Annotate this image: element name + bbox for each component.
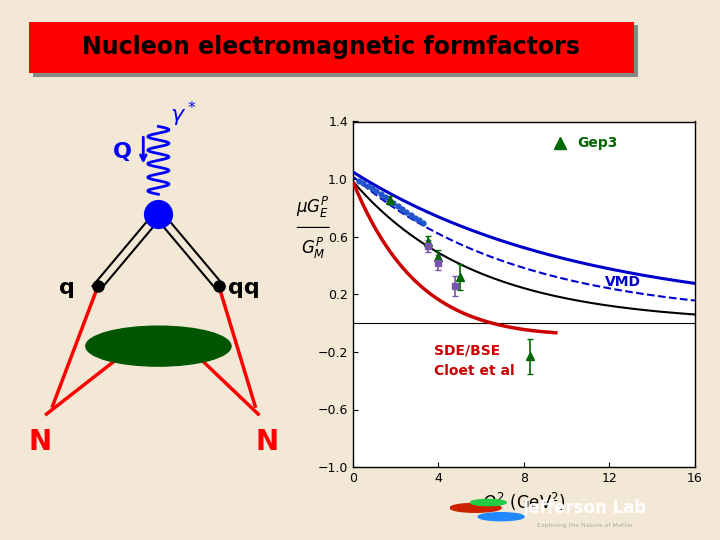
Text: Exploring the Nature of Matter: Exploring the Nature of Matter	[537, 523, 634, 528]
Text: ────: ────	[297, 221, 330, 235]
Text: $\mu G_E^P$: $\mu G_E^P$	[296, 195, 330, 220]
Text: Cloet et al: Cloet et al	[434, 364, 515, 378]
Circle shape	[470, 500, 506, 505]
Ellipse shape	[86, 326, 231, 366]
Circle shape	[478, 512, 524, 521]
Text: SDE/BSE: SDE/BSE	[434, 344, 500, 358]
Text: $\gamma^*$: $\gamma^*$	[171, 100, 197, 129]
Text: Nucleon electromagnetic formfactors: Nucleon electromagnetic formfactors	[82, 35, 580, 59]
Text: N: N	[255, 428, 279, 456]
Text: N: N	[28, 428, 52, 456]
Text: $G_M^P$: $G_M^P$	[301, 236, 325, 261]
Text: q: q	[58, 278, 74, 298]
Text: Jefferson Lab: Jefferson Lab	[523, 499, 647, 517]
Text: Gep3: Gep3	[577, 136, 618, 150]
Text: Q: Q	[113, 143, 132, 163]
X-axis label: $Q^2\ (\mathrm{GeV}^2)$: $Q^2\ (\mathrm{GeV}^2)$	[482, 490, 566, 512]
Text: qq: qq	[228, 278, 260, 298]
Text: VMD: VMD	[605, 275, 641, 289]
Circle shape	[450, 503, 501, 512]
